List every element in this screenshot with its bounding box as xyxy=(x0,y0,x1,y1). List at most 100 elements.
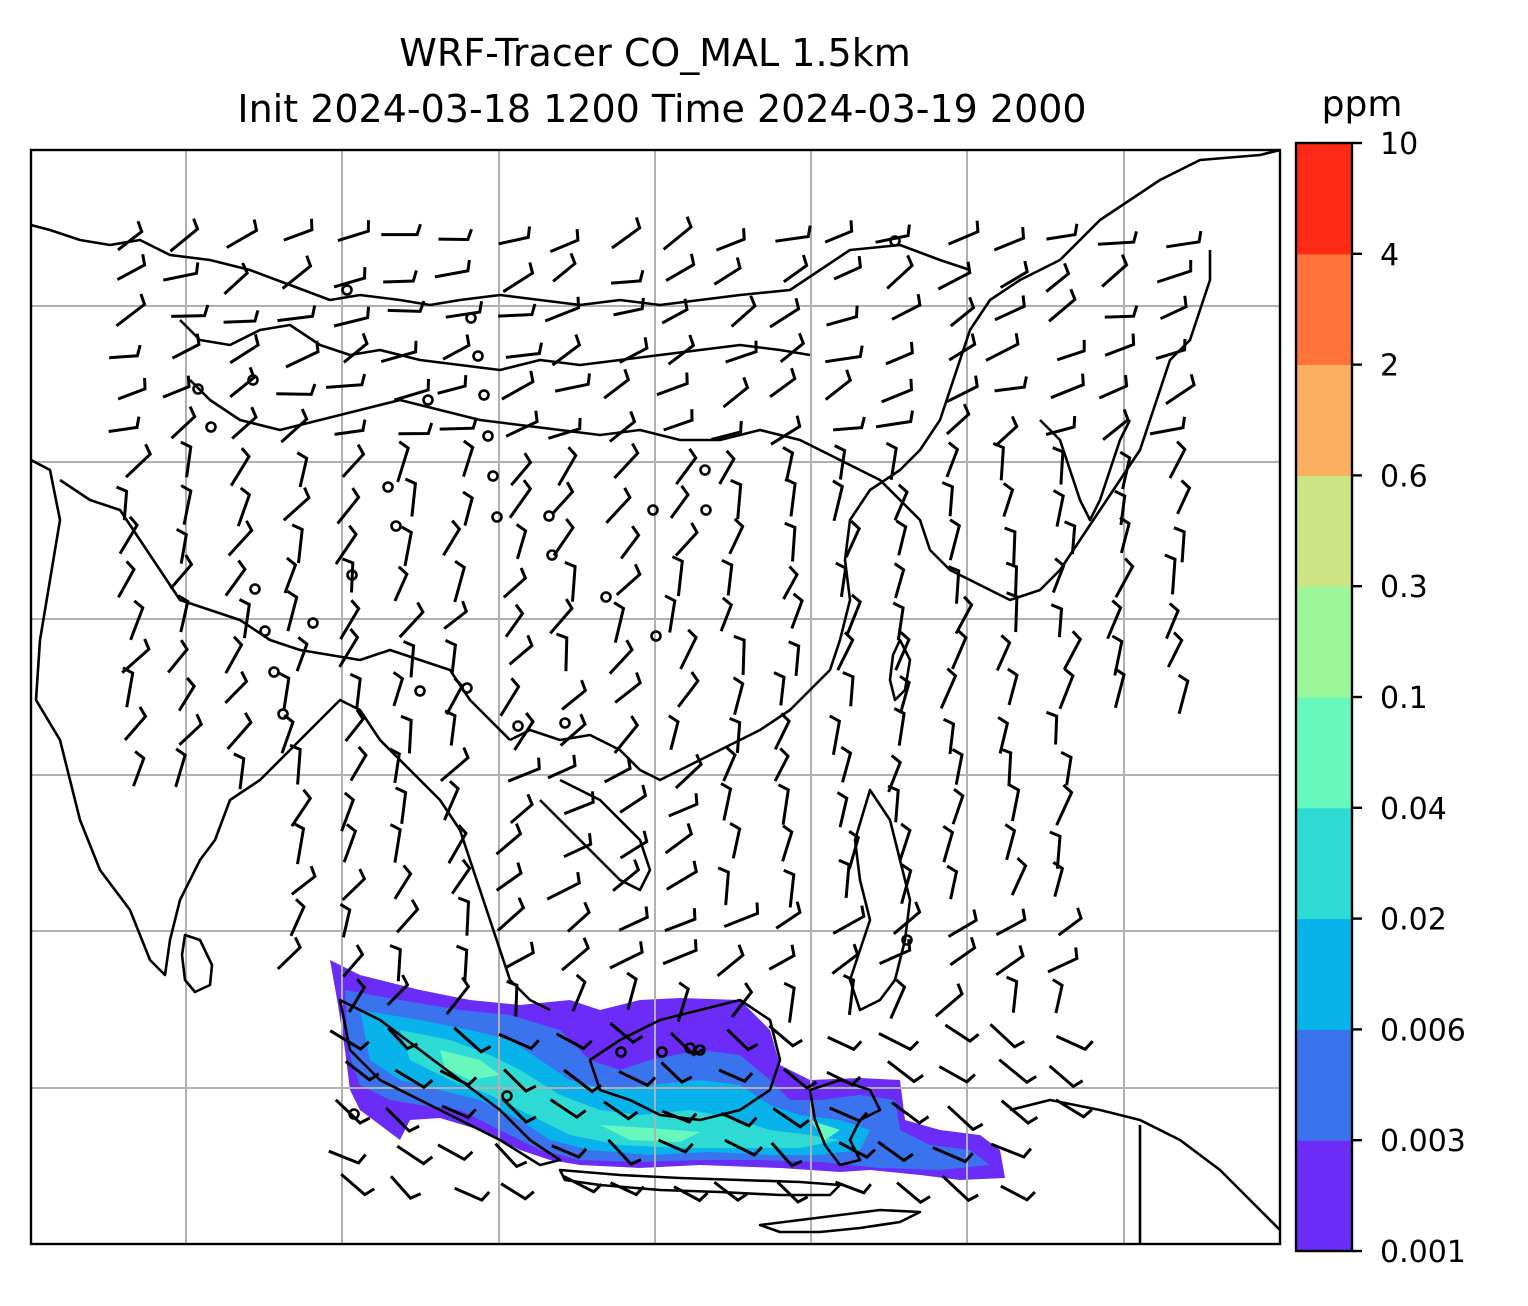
wind-barb xyxy=(783,981,796,1023)
wind-barb xyxy=(663,409,694,432)
title-line-1: WRF-Tracer CO_MAL 1.5km xyxy=(399,31,911,75)
wind-barb xyxy=(342,823,358,863)
coastline-japan xyxy=(1059,150,1280,261)
wind-barb xyxy=(676,981,690,1023)
wind-barb xyxy=(442,519,462,557)
colorbar-tick-label: 0.006 xyxy=(1380,1013,1466,1048)
wind-barb xyxy=(1005,561,1019,600)
wind-barb xyxy=(396,440,410,483)
wind-barb xyxy=(549,598,574,635)
wind-barb xyxy=(496,897,526,932)
wind-barb xyxy=(398,601,425,639)
wind-barb xyxy=(442,334,471,361)
wind-barb xyxy=(831,943,860,975)
wind-barb xyxy=(171,304,210,318)
wind-barb xyxy=(784,521,797,562)
wind-barb xyxy=(1002,482,1015,518)
wind-barb xyxy=(613,601,626,644)
wind-barb xyxy=(834,1180,872,1195)
wind-barb xyxy=(1050,603,1064,638)
calm-wind-marker xyxy=(901,934,913,946)
colorbar-tick-label: 0.02 xyxy=(1380,903,1447,938)
wind-barb xyxy=(893,562,906,599)
wind-barb xyxy=(1010,857,1028,896)
wind-barb xyxy=(494,1142,528,1169)
calm-wind-marker xyxy=(889,235,901,247)
calm-wind-marker xyxy=(482,430,494,442)
wind-barb xyxy=(438,228,473,242)
wind-barb xyxy=(824,369,853,401)
wind-barb xyxy=(671,555,684,597)
wind-barb xyxy=(552,517,575,557)
wind-barb xyxy=(666,860,698,891)
wind-barb xyxy=(1102,408,1130,441)
wind-barb xyxy=(842,974,856,1016)
wind-barb xyxy=(342,944,365,978)
colorbar-tick-label: 0.6 xyxy=(1380,459,1428,494)
wind-barb xyxy=(948,518,962,561)
wind-barb xyxy=(1046,223,1079,241)
wind-barb xyxy=(618,906,649,932)
wind-barb xyxy=(1055,783,1074,826)
wind-barb xyxy=(180,440,193,478)
wind-barb xyxy=(664,594,677,633)
wind-barb xyxy=(832,905,866,935)
wind-barb xyxy=(825,345,864,364)
wind-barb xyxy=(667,334,696,366)
wind-barb xyxy=(238,598,251,639)
wind-barb xyxy=(117,220,144,252)
wind-barb xyxy=(400,714,413,754)
wind-barb xyxy=(223,262,250,296)
wind-barb xyxy=(782,565,799,600)
wind-barb xyxy=(116,253,147,281)
coastline-gulf-of-thailand xyxy=(539,778,652,892)
wind-barb xyxy=(937,261,972,291)
wind-barb xyxy=(349,672,362,709)
wind-barb xyxy=(826,1070,862,1087)
wind-barb xyxy=(993,226,1026,252)
wind-barb xyxy=(283,556,298,594)
wind-barb xyxy=(788,640,801,677)
wind-barb xyxy=(720,782,733,821)
wind-barb xyxy=(1119,450,1132,490)
wind-barb xyxy=(661,298,689,325)
wind-barb xyxy=(498,303,537,318)
wind-barb xyxy=(661,1109,698,1124)
wind-barb xyxy=(605,487,632,524)
wind-barb xyxy=(619,830,649,860)
wind-barb xyxy=(447,824,468,864)
wind-barb xyxy=(660,1061,693,1084)
calm-wind-marker xyxy=(501,1090,513,1102)
wind-barb xyxy=(1052,861,1065,897)
wind-barb xyxy=(1165,373,1196,405)
wind-barb xyxy=(1104,333,1136,357)
title-line-2: Init 2024-03-18 1200 Time 2024-03-19 200… xyxy=(237,87,1086,131)
wind-barb xyxy=(387,300,426,313)
tracer-band-0.006 xyxy=(360,1010,870,1155)
wind-barb xyxy=(546,871,581,901)
wind-barb xyxy=(875,224,911,244)
wind-barb xyxy=(1177,673,1190,715)
wind-barb xyxy=(828,1106,869,1123)
wind-barb xyxy=(832,479,845,522)
wind-barb xyxy=(445,976,471,1016)
wind-barb xyxy=(1114,489,1127,526)
coastline-india xyxy=(31,458,321,977)
map-frame xyxy=(29,148,1282,1246)
wind-barb xyxy=(769,297,801,329)
wind-barb xyxy=(835,561,848,598)
wind-barb xyxy=(510,452,533,487)
wind-barb xyxy=(896,1181,931,1205)
wind-barb xyxy=(1119,516,1131,554)
wind-barb xyxy=(665,253,696,282)
wind-barb xyxy=(893,707,906,746)
wind-barb xyxy=(669,1032,704,1057)
wind-barb xyxy=(280,408,309,444)
wind-barb xyxy=(840,745,853,783)
wind-barb xyxy=(277,305,317,323)
wind-barb xyxy=(899,675,911,714)
wind-barb xyxy=(175,527,188,564)
wind-barb xyxy=(108,416,141,433)
wind-barb xyxy=(389,823,402,863)
wind-barbs xyxy=(108,216,1203,1205)
